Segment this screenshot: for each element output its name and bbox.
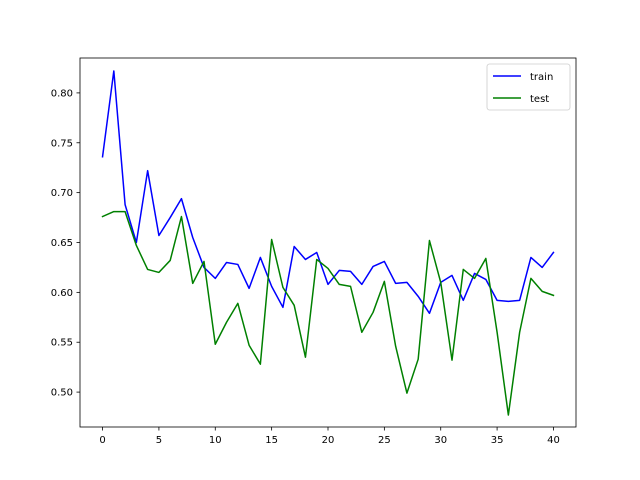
x-tick-label: 40 xyxy=(547,435,560,446)
legend: train test xyxy=(486,63,571,111)
y-tick-label: 0.70 xyxy=(51,188,73,199)
ticks-layer: 0 5 10 15 20 25 30 35 40 0.50 0.55 0.60 0.65 0.70 0.75… xyxy=(51,88,560,446)
series-line-train xyxy=(101,70,555,315)
x-tick-label: 20 xyxy=(322,435,335,446)
y-tick-label: 0.75 xyxy=(51,138,73,149)
x-tick-label: 35 xyxy=(491,435,504,446)
y-tick-label: 0.65 xyxy=(51,238,73,249)
y-tick-label: 0.80 xyxy=(51,88,73,99)
x-tick-label: 30 xyxy=(434,435,447,446)
legend-label-train: train xyxy=(530,72,553,83)
legend-label-test: test xyxy=(530,94,549,105)
x-tick-label: 5 xyxy=(156,435,162,446)
plot-frame xyxy=(79,57,577,428)
y-tick-label: 0.60 xyxy=(51,288,73,299)
y-tick-label: 0.55 xyxy=(51,338,73,349)
series-line-test xyxy=(101,210,555,416)
y-tick-label: 0.50 xyxy=(51,388,73,399)
x-tick-label: 10 xyxy=(209,435,222,446)
series-layer xyxy=(101,70,555,416)
legend-box xyxy=(486,63,571,111)
x-tick-label: 25 xyxy=(378,435,391,446)
x-tick-label: 15 xyxy=(265,435,278,446)
x-tick-label: 0 xyxy=(99,435,105,446)
